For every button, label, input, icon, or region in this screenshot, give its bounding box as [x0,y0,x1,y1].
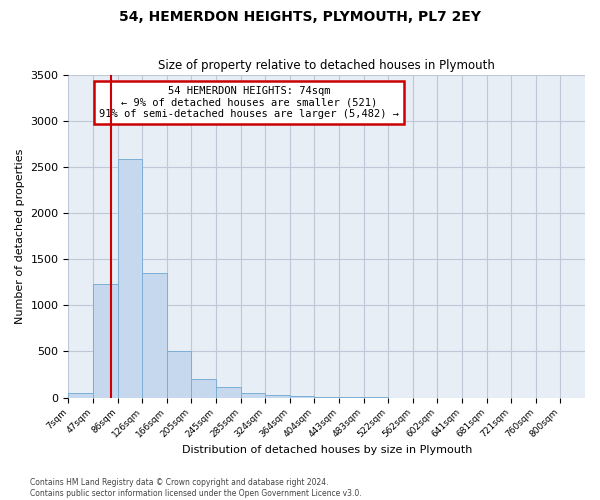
Bar [93,284,118,398]
X-axis label: Distribution of detached houses by size in Plymouth: Distribution of detached houses by size … [182,445,472,455]
Bar [216,388,241,398]
Bar [290,396,314,398]
Bar [314,396,339,398]
Bar [167,352,191,398]
Text: 54, HEMERDON HEIGHTS, PLYMOUTH, PL7 2EY: 54, HEMERDON HEIGHTS, PLYMOUTH, PL7 2EY [119,10,481,24]
Bar [68,393,93,398]
Text: 54 HEMERDON HEIGHTS: 74sqm
← 9% of detached houses are smaller (521)
91% of semi: 54 HEMERDON HEIGHTS: 74sqm ← 9% of detac… [99,86,399,119]
Bar [191,379,216,398]
Bar [118,160,142,398]
Y-axis label: Number of detached properties: Number of detached properties [15,148,25,324]
Bar [142,273,167,398]
Title: Size of property relative to detached houses in Plymouth: Size of property relative to detached ho… [158,59,495,72]
Text: Contains HM Land Registry data © Crown copyright and database right 2024.
Contai: Contains HM Land Registry data © Crown c… [30,478,362,498]
Bar [265,395,290,398]
Bar [241,394,265,398]
